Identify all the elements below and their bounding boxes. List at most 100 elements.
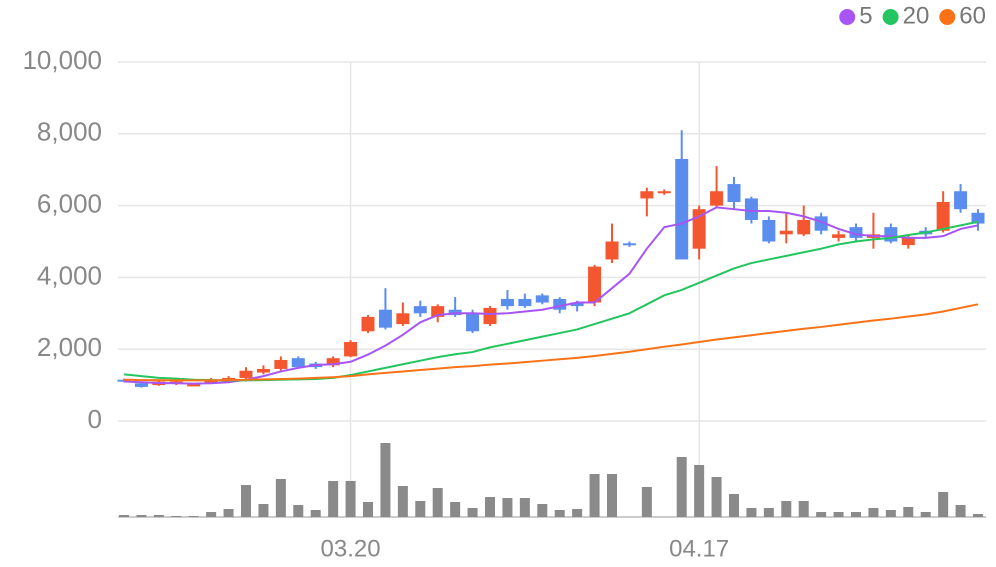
candle-body: [570, 302, 584, 307]
volume-bar: [310, 510, 321, 517]
candle-body: [901, 237, 915, 246]
volume-bar: [589, 474, 600, 517]
volume-bar: [485, 497, 495, 517]
candle-body: [378, 309, 392, 328]
candle-body: [500, 298, 514, 307]
candle-body: [971, 212, 985, 224]
volume-bar: [241, 485, 251, 517]
volume-bar: [851, 512, 861, 517]
volume-bar: [206, 512, 217, 517]
volume-bar: [537, 504, 548, 517]
candle-body: [640, 191, 654, 199]
legend-dot: [882, 9, 899, 25]
candle-body: [256, 368, 270, 373]
candle-body: [361, 316, 375, 332]
volume-bar: [136, 515, 147, 517]
volume-bar: [258, 504, 269, 517]
candle-body: [954, 191, 968, 210]
volume-bar: [450, 502, 461, 517]
y-tick-label: 4,000: [37, 260, 102, 290]
candle-body: [779, 230, 793, 235]
candle-body: [553, 298, 567, 310]
volume-bar: [432, 488, 443, 517]
candle-body: [832, 234, 846, 238]
y-tick-label: 2,000: [37, 332, 102, 362]
candle-body: [762, 219, 776, 242]
legend-dot: [839, 9, 856, 25]
candle-body: [692, 209, 706, 249]
legend-label: 60: [959, 2, 986, 29]
legend-dot: [939, 9, 956, 25]
volume-bar: [363, 502, 373, 517]
candle-body: [744, 198, 758, 220]
candle-body: [622, 243, 636, 246]
legend-label: 5: [859, 2, 872, 29]
y-tick-label: 6,000: [37, 188, 102, 218]
volume-bar: [293, 505, 304, 517]
volume-bar: [868, 508, 879, 517]
volume-bar: [572, 509, 583, 517]
volume-bar: [345, 481, 356, 517]
candle-body: [884, 227, 898, 242]
candle-body: [535, 295, 549, 303]
candle-body: [605, 241, 619, 260]
ma-line: [123, 206, 979, 385]
volume-bar: [188, 516, 199, 517]
volume-bar: [833, 512, 844, 517]
volume-bar: [903, 507, 914, 517]
volume-bar: [119, 515, 129, 517]
volume-bar: [415, 501, 426, 517]
candle-body: [344, 342, 358, 357]
y-tick-label: 0: [88, 404, 102, 434]
candle-body: [710, 191, 724, 206]
candle-body: [326, 358, 340, 366]
candle-body: [849, 227, 863, 238]
candle-body: [134, 383, 148, 387]
volume-bar: [380, 443, 391, 517]
volume-bar: [554, 510, 565, 517]
ma-line: [123, 303, 979, 382]
volume-bar: [798, 501, 809, 517]
candle-body: [657, 191, 671, 194]
candle-body: [483, 307, 497, 325]
volume-bar: [746, 508, 757, 517]
candle-body: [187, 384, 201, 387]
ma-line: [123, 220, 979, 382]
volume-bar: [694, 465, 705, 517]
candle-body: [396, 313, 410, 325]
volume-bar: [885, 510, 896, 517]
volume-bar: [328, 481, 339, 517]
candle-body: [797, 219, 811, 235]
volume-bar: [275, 479, 286, 517]
candle-body: [204, 379, 218, 384]
volume-bar: [816, 512, 827, 517]
candle-body: [727, 184, 741, 203]
volume-bar: [467, 508, 478, 517]
volume-bar: [920, 512, 931, 517]
candle-body: [518, 298, 532, 307]
volume-bar: [641, 487, 652, 517]
candle-body: [466, 313, 480, 332]
volume-bar: [519, 498, 530, 517]
y-tick-label: 8,000: [37, 117, 102, 147]
volume-bar: [171, 516, 182, 517]
volume-bar: [607, 474, 617, 517]
volume-bar: [938, 492, 949, 517]
candle-body: [239, 370, 253, 378]
candle-body: [274, 359, 288, 369]
volume-bar: [973, 514, 983, 517]
volume-bar: [955, 505, 966, 517]
volume-bar: [502, 498, 513, 517]
candle-body: [431, 306, 445, 317]
y-tick-label: 10,000: [22, 45, 102, 75]
volume-bar: [397, 486, 408, 517]
candle-body: [291, 358, 305, 368]
volume-bar: [729, 494, 739, 517]
volume-bar: [676, 457, 687, 517]
legend-label: 20: [903, 2, 930, 29]
volume-bar: [153, 515, 164, 517]
volume-bar: [711, 477, 722, 517]
volume-bar: [223, 509, 234, 517]
candle-body: [675, 158, 689, 260]
